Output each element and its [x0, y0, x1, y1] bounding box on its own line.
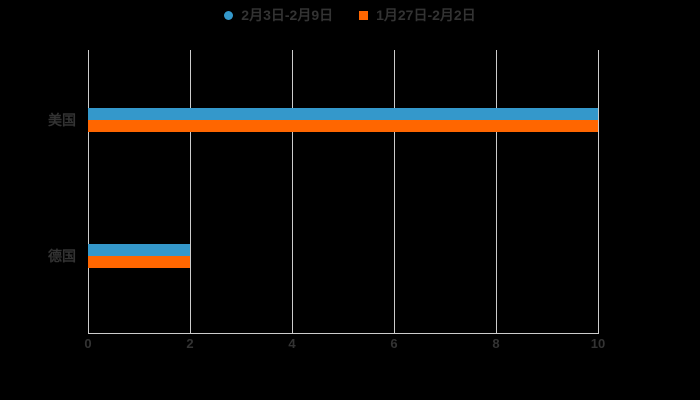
bar-美国-series-2[interactable]	[88, 120, 598, 132]
x-axis-tick-labels: 0 2 4 6 8 10	[84, 336, 605, 353]
y-category-label-美国: 美国	[48, 112, 76, 128]
bar-德国-series-1[interactable]	[88, 244, 190, 256]
legend-square-marker-icon	[359, 10, 369, 20]
gridline-x-0	[88, 50, 89, 334]
gridline-x-10	[598, 50, 599, 334]
x-tick-label-6: 6	[390, 336, 398, 351]
plot-area	[88, 50, 599, 334]
bar-美国-series-1[interactable]	[88, 108, 598, 120]
x-tick-label-4: 4	[288, 336, 296, 351]
x-tick-label-2: 2	[186, 336, 194, 351]
legend-item-series-1[interactable]: 2月3日-2月9日	[224, 5, 333, 25]
x-axis-line	[88, 333, 599, 334]
gridline-x-8	[496, 50, 497, 334]
bar-德国-series-2[interactable]	[88, 256, 190, 268]
chart-legend: 2月3日-2月9日 1月27日-2月2日	[0, 5, 700, 25]
legend-label-series-2: 1月27日-2月2日	[376, 7, 476, 23]
gridline-x-4	[292, 50, 293, 334]
y-axis-category-labels: 美国 德国	[0, 0, 76, 400]
x-tick-label-8: 8	[492, 336, 500, 351]
y-category-label-德国: 德国	[48, 248, 76, 264]
legend-item-series-2[interactable]: 1月27日-2月2日	[359, 5, 476, 25]
gridline-x-6	[394, 50, 395, 334]
x-tick-label-10: 10	[590, 336, 606, 351]
legend-circle-marker-icon	[224, 10, 234, 20]
x-tick-label-0: 0	[84, 336, 92, 351]
legend-label-series-1: 2月3日-2月9日	[241, 7, 334, 23]
gridline-x-2	[190, 50, 191, 334]
